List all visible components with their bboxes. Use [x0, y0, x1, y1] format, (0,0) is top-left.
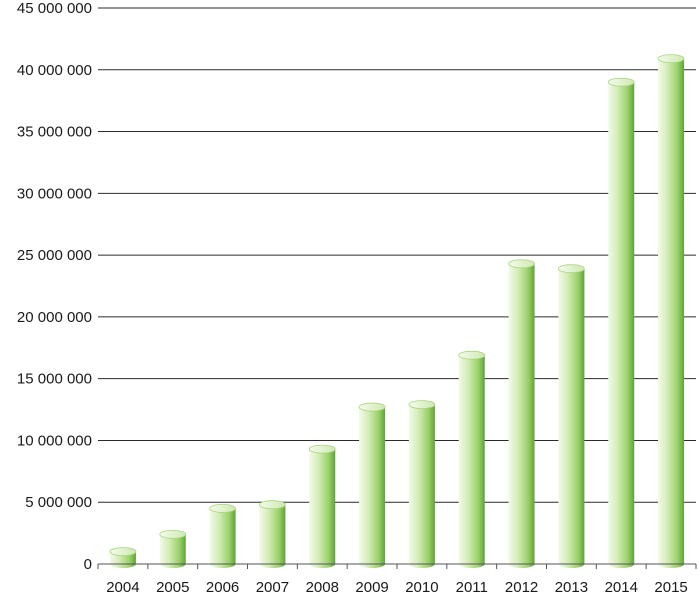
x-tick-label: 2005	[156, 579, 189, 596]
bar-body	[508, 263, 535, 568]
bar-body	[359, 407, 386, 568]
bar-top	[209, 503, 236, 513]
bar-top	[408, 400, 436, 410]
bar-body	[159, 534, 186, 568]
y-tick-label: 20 000 000	[17, 309, 92, 326]
bar	[358, 402, 386, 568]
y-tick-label: 0	[84, 556, 92, 573]
y-tick-label: 25 000 000	[17, 247, 92, 264]
bar	[159, 529, 187, 568]
bar-top	[159, 529, 187, 539]
bar-top	[657, 54, 685, 64]
bar-top	[558, 264, 585, 274]
bar-body	[658, 58, 685, 568]
bar	[558, 264, 585, 568]
x-axis	[97, 563, 697, 569]
x-tick-label: 2007	[256, 579, 289, 596]
bar	[607, 77, 635, 568]
bar	[109, 547, 137, 568]
bar-body	[259, 504, 286, 568]
bar-body	[408, 404, 435, 568]
bar-body	[309, 449, 336, 568]
bar	[259, 500, 286, 568]
bar-top	[109, 547, 137, 557]
x-tick-label: 2012	[505, 579, 538, 596]
bar-top	[308, 444, 336, 454]
y-tick-label: 40 000 000	[17, 62, 92, 79]
y-tick-label: 45 000 000	[17, 0, 92, 17]
gridlines	[98, 7, 696, 503]
x-tick-label: 2004	[106, 579, 139, 596]
bar-top	[508, 259, 535, 269]
y-axis-ticks: 0 5 000 000 10 000 000 15 000 000 20 000 000…	[17, 0, 92, 573]
x-tick-label: 2011	[456, 579, 488, 596]
y-tick-label: 15 000 000	[17, 371, 92, 388]
bar	[657, 54, 685, 568]
y-tick-label: 10 000 000	[17, 432, 92, 449]
y-tick-label: 30 000 000	[17, 185, 92, 202]
x-tick-label: 2015	[654, 579, 687, 596]
x-axis-ticks: 2004 2005 2006 2007 2008 2009 2010 2011 2012 2013…	[106, 579, 688, 596]
bar-body	[558, 268, 585, 568]
bar-top	[458, 350, 486, 360]
bar-body	[608, 82, 635, 568]
bar	[308, 444, 336, 568]
x-tick-label: 2010	[405, 579, 438, 596]
x-tick-label: 2009	[355, 579, 388, 596]
x-tick-label: 2013	[555, 579, 588, 596]
y-tick-label: 5 000 000	[25, 494, 92, 511]
bar	[408, 400, 436, 568]
x-tick-label: 2008	[306, 579, 339, 596]
bar	[508, 259, 535, 568]
bar	[458, 350, 486, 568]
y-tick-label: 35 000 000	[17, 124, 92, 141]
bar	[209, 503, 236, 568]
bar-body	[458, 355, 485, 568]
bar-body	[209, 508, 236, 568]
bar-top	[259, 500, 286, 510]
bar-top	[358, 402, 386, 412]
x-tick-label: 2006	[206, 579, 239, 596]
bars	[109, 54, 685, 568]
bar-top	[607, 77, 635, 87]
x-tick-label: 2014	[605, 579, 638, 596]
